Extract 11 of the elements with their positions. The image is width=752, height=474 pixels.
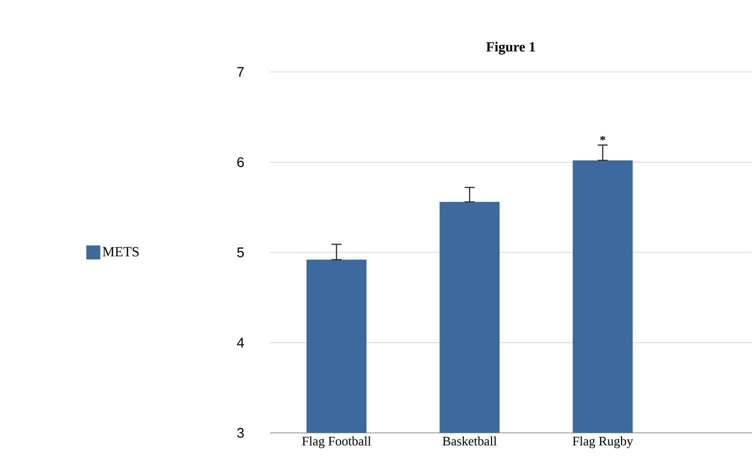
y-tick-label: 7 xyxy=(237,67,244,77)
y-tick-label: 4 xyxy=(236,338,244,348)
annotation: * xyxy=(600,136,606,141)
x-tick-label: Flag Football xyxy=(302,436,371,448)
legend-label: METS xyxy=(102,247,139,256)
x-tick-label: Flag Rugby xyxy=(572,436,634,448)
chart-title: Figure 1 xyxy=(486,42,535,55)
x-tick-label: Basketball xyxy=(442,436,497,446)
y-tick-label: 3 xyxy=(237,428,244,438)
y-tick-label: 5 xyxy=(237,248,244,258)
y-tick-label: 6 xyxy=(237,157,244,168)
